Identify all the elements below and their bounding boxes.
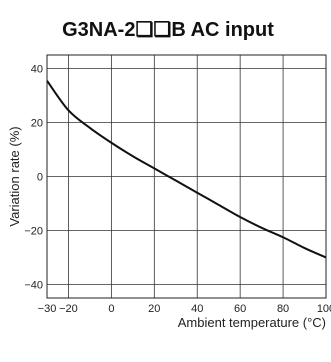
series-line — [46, 80, 327, 259]
x-tick-label: 40 — [191, 303, 203, 315]
chart-title: G3NA-2❏❏B AC input — [62, 19, 274, 41]
y-tick-label: 40 — [31, 64, 43, 76]
x-tick-label: 60 — [234, 303, 246, 315]
x-tick-label: −20 — [59, 303, 78, 315]
tick-labels: −30−2002040608010040200−20−40 — [24, 64, 331, 316]
x-tick-label: 20 — [148, 303, 160, 315]
series-layer — [46, 80, 327, 259]
x-tick-label: −30 — [38, 303, 57, 315]
y-tick-label: 0 — [37, 172, 43, 184]
y-tick-label: 20 — [31, 118, 43, 130]
y-tick-label: −40 — [24, 280, 43, 292]
x-tick-label: 100 — [317, 303, 331, 315]
y-tick-label: −20 — [24, 226, 43, 238]
y-axis-title: Variation rate (%) — [7, 126, 22, 226]
x-tick-label: 80 — [277, 303, 289, 315]
grid-lines — [46, 55, 327, 298]
x-tick-label: 0 — [108, 303, 114, 315]
plot-frame — [46, 54, 327, 299]
x-axis-title: Ambient temperature (°C) — [178, 315, 326, 330]
